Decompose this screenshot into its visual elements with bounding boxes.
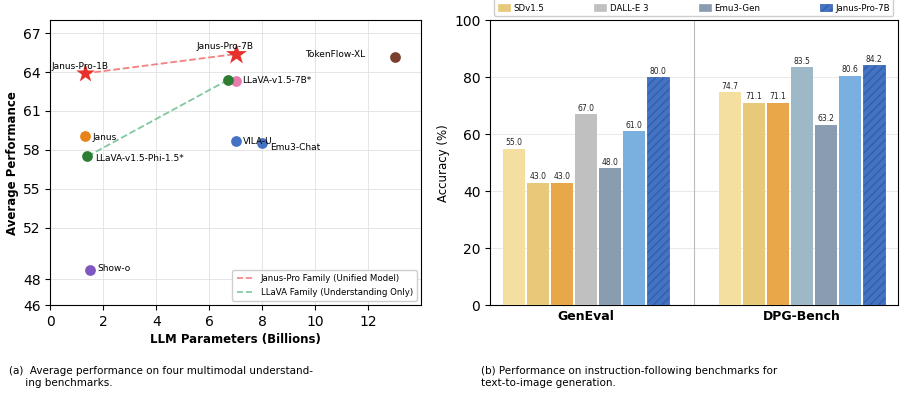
- Text: 61.0: 61.0: [626, 121, 642, 130]
- Point: [228, 138, 243, 144]
- Text: (a)  Average performance on four multimodal understand-
     ing benchmarks.: (a) Average performance on four multimod…: [9, 366, 313, 388]
- X-axis label: LLM Parameters (Billions): LLM Parameters (Billions): [150, 333, 322, 346]
- Bar: [791, 68, 812, 305]
- Text: 80.0: 80.0: [649, 67, 666, 76]
- Legend: SDXL, SDv1.5, PixArt-α, DALL-E 3, SD3-Medium, Emu3-Gen, Janus, Janus-Pro-7B: SDXL, SDv1.5, PixArt-α, DALL-E 3, SD3-Me…: [495, 0, 893, 16]
- Text: 48.0: 48.0: [602, 158, 618, 167]
- Point: [81, 153, 95, 160]
- Text: 80.6: 80.6: [841, 65, 858, 74]
- Bar: [503, 149, 525, 305]
- Bar: [527, 183, 549, 305]
- Text: 84.2: 84.2: [866, 55, 882, 63]
- Text: 74.7: 74.7: [721, 82, 738, 91]
- Text: 71.1: 71.1: [769, 92, 786, 101]
- Bar: [767, 103, 789, 305]
- Bar: [743, 103, 765, 305]
- Y-axis label: Average Performance: Average Performance: [5, 91, 18, 235]
- Text: TokenFlow-XL: TokenFlow-XL: [305, 50, 365, 59]
- Bar: [719, 92, 741, 305]
- Bar: [623, 131, 645, 305]
- Text: 67.0: 67.0: [577, 104, 594, 113]
- Point: [228, 51, 243, 57]
- Text: Show-o: Show-o: [97, 265, 131, 274]
- Text: 63.2: 63.2: [817, 114, 834, 123]
- Bar: [575, 114, 597, 305]
- Y-axis label: Accuracy (%): Accuracy (%): [437, 124, 450, 202]
- Bar: [647, 77, 669, 305]
- Point: [78, 132, 93, 139]
- Point: [82, 267, 97, 274]
- Bar: [551, 183, 573, 305]
- Text: Janus-Pro-1B: Janus-Pro-1B: [51, 62, 108, 72]
- Text: 55.0: 55.0: [506, 138, 522, 147]
- Text: LLaVA-v1.5-7B*: LLaVA-v1.5-7B*: [243, 76, 311, 85]
- Text: 43.0: 43.0: [529, 172, 547, 181]
- Text: Janus-Pro-7B: Janus-Pro-7B: [197, 42, 254, 51]
- Text: Janus: Janus: [93, 133, 116, 142]
- Text: 43.0: 43.0: [553, 172, 571, 181]
- Text: LLaVA-v1.5-Phi-1.5*: LLaVA-v1.5-Phi-1.5*: [95, 154, 183, 164]
- Bar: [814, 125, 837, 305]
- Text: (b) Performance on instruction-following benchmarks for
text-to-image generation: (b) Performance on instruction-following…: [481, 366, 777, 388]
- Point: [78, 70, 93, 77]
- Bar: [599, 168, 621, 305]
- Point: [387, 53, 402, 60]
- Legend: Janus-Pro Family (Unified Model), LLaVA Family (Understanding Only): Janus-Pro Family (Unified Model), LLaVA …: [233, 270, 417, 301]
- Text: Emu3-Chat: Emu3-Chat: [270, 143, 320, 152]
- Text: VILA-U: VILA-U: [244, 137, 273, 146]
- Text: 83.5: 83.5: [793, 57, 811, 66]
- Text: 71.1: 71.1: [746, 92, 762, 101]
- Point: [221, 77, 235, 83]
- Bar: [839, 76, 861, 305]
- Bar: [863, 66, 885, 305]
- Point: [228, 78, 243, 85]
- Point: [255, 140, 269, 147]
